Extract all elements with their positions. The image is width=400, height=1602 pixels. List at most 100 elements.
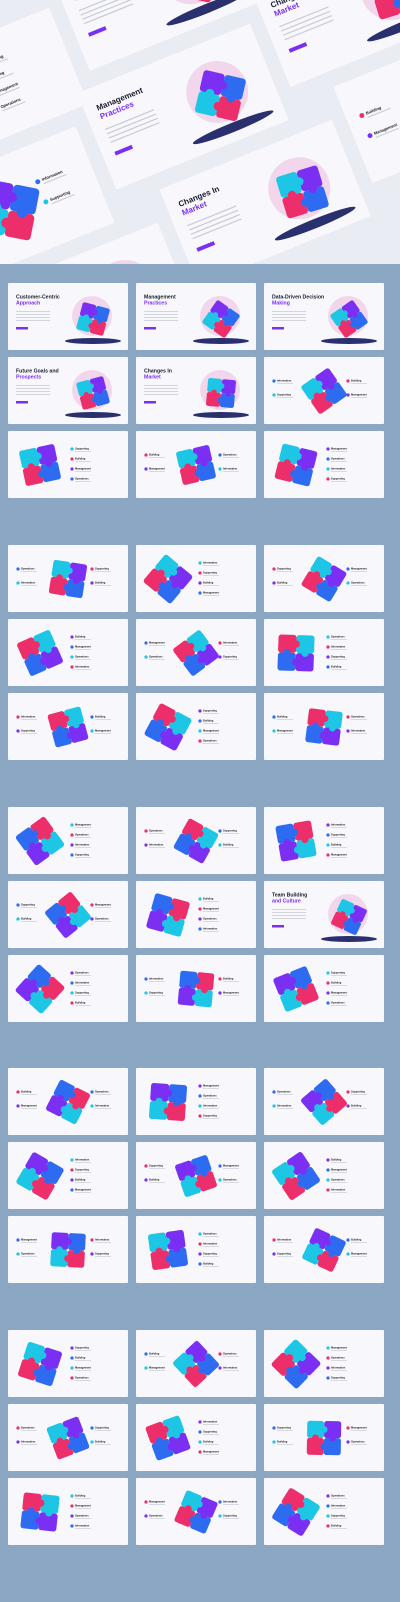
slide-text-line [272, 317, 306, 318]
item-text-line [95, 1430, 111, 1431]
item-dot [198, 1084, 202, 1088]
item-dot [326, 1366, 330, 1370]
item-text-line [331, 1162, 347, 1163]
puzzle-knob [45, 1509, 53, 1517]
item-dot [198, 571, 202, 575]
puzzle-piece [206, 391, 221, 407]
item-text-line [331, 451, 347, 452]
item-label: Information [95, 1238, 110, 1242]
puzzle-graphic [173, 630, 219, 676]
puzzle-graphic [301, 1079, 347, 1125]
item-label: Building [331, 665, 342, 669]
puzzle-piece [323, 1438, 341, 1456]
puzzle-graphic [18, 1342, 62, 1386]
item-dot [198, 897, 202, 901]
puzzle-knob [27, 463, 35, 471]
item-label: Supporting [277, 567, 291, 571]
puzzle-knob [286, 1366, 294, 1375]
item-dot [198, 709, 202, 713]
item-label: Operations [203, 1232, 217, 1236]
puzzle-knob [289, 977, 297, 985]
item-text-line [331, 471, 347, 472]
item-text-line [203, 1088, 219, 1089]
item-label: Building [277, 581, 288, 585]
item-text-line [223, 847, 239, 848]
slide-text-line [144, 314, 178, 315]
item-dot [16, 903, 20, 907]
puzzle-knob [287, 190, 297, 200]
puzzle-piece [151, 1438, 174, 1461]
puzzle-piece [276, 172, 302, 198]
item-text-line [75, 857, 91, 858]
slide-text-line [105, 109, 155, 131]
item-dot [218, 1352, 222, 1356]
item-dot [16, 1252, 20, 1256]
item-label: Information [21, 581, 36, 585]
item-label: Operations [203, 739, 217, 743]
puzzle-knob [65, 567, 73, 575]
item-label: Management [331, 1346, 347, 1350]
puzzle-piece [296, 635, 315, 654]
puzzle-knob [316, 582, 324, 590]
puzzle-knob [186, 1354, 194, 1362]
puzzle-knob [188, 845, 196, 852]
item-label: Supporting [21, 729, 35, 733]
item-dot [198, 927, 202, 931]
item-dot [218, 453, 222, 457]
illustration-shadow [65, 412, 121, 418]
slide-title: Data-Driven Decision [272, 294, 324, 300]
slide-title: Management [144, 294, 176, 300]
puzzle-knob [31, 1180, 40, 1188]
puzzle-knob [173, 913, 181, 922]
item-text-line [21, 1242, 37, 1243]
puzzle-knob [92, 309, 98, 316]
puzzle-knob [189, 1516, 197, 1524]
item-label: Information [203, 927, 218, 931]
item-text-line [223, 457, 239, 458]
item-label: Supporting [331, 1514, 345, 1518]
puzzle-knob [157, 569, 165, 577]
item-text-line [331, 1350, 347, 1351]
puzzle-knob [1, 217, 12, 229]
puzzle-graphic [48, 559, 88, 599]
item-label: Building [223, 843, 234, 847]
item-text-line [203, 743, 219, 744]
item-text-line [223, 995, 239, 996]
puzzle-knob [6, 191, 17, 203]
puzzle-knob [167, 1442, 175, 1451]
item-text-line [203, 1444, 219, 1445]
item-text-line [95, 1444, 111, 1445]
puzzle-knob [155, 1097, 163, 1105]
item-dot [16, 729, 20, 733]
puzzle-knob [61, 1426, 69, 1434]
puzzle-graphic [271, 1339, 321, 1389]
item-text-line [223, 1518, 239, 1519]
puzzle-piece [279, 443, 300, 465]
puzzle-knob [27, 1357, 36, 1365]
puzzle-piece [146, 910, 168, 932]
item-label: Supporting [149, 1164, 163, 1168]
item-text-line [277, 1242, 293, 1243]
puzzle-knob [42, 978, 50, 986]
puzzle-knob [65, 1238, 72, 1245]
item-dot [326, 447, 330, 451]
item-text-line [203, 931, 219, 932]
puzzle-knob [283, 838, 291, 847]
puzzle-knob [283, 649, 291, 657]
item-dot [218, 991, 222, 995]
item-dot [326, 853, 330, 857]
puzzle-knob [222, 310, 228, 317]
item-text-line [277, 383, 293, 384]
puzzle-piece [221, 75, 246, 100]
item-dot [346, 567, 350, 571]
item-label: Supporting [331, 1376, 345, 1380]
item-dot [198, 1420, 202, 1424]
item-label: Management [149, 467, 165, 471]
item-label: Information [223, 1366, 238, 1370]
slide-title: Changes In [144, 368, 172, 374]
item-label: Supporting [95, 1426, 109, 1430]
puzzle-knob [96, 318, 103, 324]
puzzle-piece [191, 1155, 212, 1176]
item-dot [272, 393, 276, 397]
item-label: Operations [223, 1178, 237, 1182]
